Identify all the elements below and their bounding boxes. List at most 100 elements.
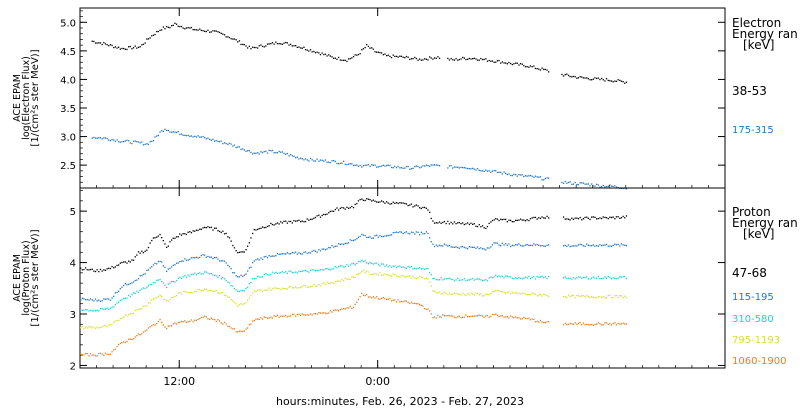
data-point <box>166 299 168 302</box>
data-point <box>501 61 503 63</box>
data-point <box>498 219 500 222</box>
data-point <box>405 231 408 233</box>
data-point <box>343 160 345 162</box>
data-point <box>498 290 500 292</box>
data-point <box>437 314 439 317</box>
data-point <box>199 228 201 230</box>
data-point <box>222 143 224 145</box>
data-point <box>438 291 441 293</box>
data-point <box>235 146 237 149</box>
data-point <box>184 290 186 293</box>
data-point <box>415 268 417 270</box>
data-point <box>98 299 100 301</box>
data-point <box>99 42 102 44</box>
data-point <box>503 277 505 279</box>
data-point <box>395 55 398 57</box>
data-point <box>339 59 341 61</box>
data-point <box>604 80 606 82</box>
data-point <box>377 51 379 53</box>
data-point <box>366 198 368 200</box>
data-point <box>123 316 125 318</box>
legend-entry-1060-1900: 1060-1900 <box>732 356 787 367</box>
data-point <box>157 235 159 237</box>
data-point <box>157 320 159 323</box>
data-point <box>468 316 470 318</box>
data-point <box>308 50 310 52</box>
data-point <box>273 315 275 317</box>
data-point <box>257 228 259 231</box>
data-point <box>326 55 328 57</box>
data-point <box>521 63 523 65</box>
data-point <box>240 251 242 253</box>
data-point <box>263 289 265 291</box>
data-point <box>333 282 335 284</box>
data-point <box>260 44 262 46</box>
data-point <box>159 318 161 321</box>
data-point <box>271 223 274 226</box>
data-point <box>589 245 591 247</box>
data-point <box>422 233 424 235</box>
data-point <box>589 218 591 221</box>
data-point <box>296 156 298 158</box>
data-point <box>414 56 416 59</box>
data-point <box>331 245 333 247</box>
data-point <box>455 246 457 248</box>
data-point <box>414 166 416 168</box>
data-point <box>144 287 146 290</box>
data-point <box>200 316 202 319</box>
data-point <box>447 57 449 60</box>
data-point <box>91 299 93 301</box>
data-point <box>81 297 83 299</box>
data-point <box>192 273 194 275</box>
data-point <box>194 230 196 232</box>
data-point <box>177 236 179 238</box>
data-point <box>94 137 97 139</box>
data-point <box>116 291 118 294</box>
data-point <box>215 139 217 142</box>
data-point <box>306 49 308 51</box>
data-point <box>420 59 422 61</box>
data-point <box>457 277 459 279</box>
data-point <box>190 273 193 276</box>
data-point <box>253 290 255 292</box>
data-point <box>80 353 82 355</box>
data-point <box>141 288 143 290</box>
data-point <box>572 294 575 296</box>
data-point <box>225 262 227 264</box>
data-point <box>503 316 505 318</box>
data-point <box>572 276 575 279</box>
data-point <box>281 43 284 45</box>
data-point <box>523 245 525 247</box>
data-point <box>301 158 303 160</box>
data-point <box>496 314 499 316</box>
data-point <box>524 220 527 222</box>
data-point <box>387 298 389 300</box>
data-point <box>410 265 413 268</box>
data-point <box>604 297 606 299</box>
data-point <box>367 236 370 238</box>
data-point <box>293 220 295 222</box>
data-point <box>610 80 613 82</box>
data-point <box>227 296 229 298</box>
data-point <box>541 275 543 277</box>
data-point <box>331 56 333 58</box>
data-point <box>300 270 302 273</box>
data-point <box>539 176 542 178</box>
data-point <box>534 175 537 177</box>
data-point <box>562 277 565 279</box>
data-point <box>245 249 247 251</box>
data-point <box>427 232 429 235</box>
data-point <box>184 134 186 136</box>
data-point <box>491 170 494 172</box>
data-point <box>185 27 188 29</box>
data-point <box>462 222 464 224</box>
data-point <box>132 47 135 49</box>
data-point <box>415 231 417 233</box>
data-point <box>99 268 102 271</box>
data-point <box>518 219 520 221</box>
data-point <box>255 46 257 49</box>
data-point <box>321 159 323 161</box>
data-point <box>592 324 594 326</box>
data-point <box>195 319 198 321</box>
data-point <box>212 138 214 140</box>
